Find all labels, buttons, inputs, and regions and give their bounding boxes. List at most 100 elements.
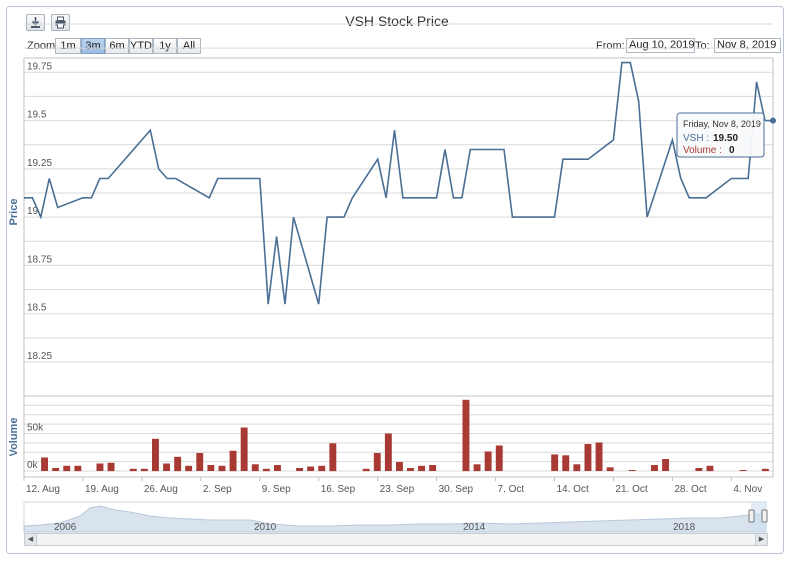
volume-tick-label: 0k <box>27 460 39 471</box>
volume-bar <box>307 466 315 471</box>
volume-bar <box>185 465 193 472</box>
price-tick-label: 19 <box>27 206 39 217</box>
volume-bar <box>606 467 614 472</box>
price-tick-label: 18.5 <box>27 303 47 314</box>
volume-bar <box>296 468 303 471</box>
x-tick-label: 14. Oct <box>556 484 588 495</box>
x-tick-label: 12. Aug <box>26 484 60 495</box>
zoom-6m-button[interactable]: 6m <box>105 38 129 54</box>
volume-bar <box>274 465 281 471</box>
volume-bar <box>207 465 215 471</box>
chart-container <box>6 6 784 554</box>
volume-bar <box>96 463 104 471</box>
x-tick-label: 26. Aug <box>144 484 178 495</box>
tooltip-volume-value: 0 <box>729 145 735 156</box>
volume-bar <box>662 459 669 471</box>
price-tick-label: 18.75 <box>27 254 52 265</box>
volume-bar <box>163 463 170 471</box>
tooltip-volume-label: Volume : <box>683 145 722 156</box>
last-price-marker[interactable] <box>770 117 776 124</box>
volume-bar <box>628 470 636 471</box>
navigator-year-label: 2014 <box>463 522 486 533</box>
volume-bar <box>152 438 159 472</box>
volume-bar <box>218 465 226 472</box>
navigator-year-label: 2010 <box>254 522 277 533</box>
navigator-year-label: 2018 <box>673 522 696 533</box>
navigator-series <box>23 505 767 533</box>
volume-bar <box>595 442 603 471</box>
navigator-scrollbar[interactable]: ◀ ||| ▶ <box>24 533 768 546</box>
x-tick-label: 9. Sep <box>262 484 291 495</box>
volume-bar <box>41 457 48 471</box>
volume-bar <box>362 468 370 472</box>
volume-bars <box>41 399 769 472</box>
volume-bar <box>706 465 714 472</box>
price-tick-label: 19.25 <box>27 158 52 169</box>
price-tick-label: 19.75 <box>27 61 52 72</box>
navigator-right-handle[interactable] <box>761 509 768 523</box>
navigator-selected-range <box>751 502 766 532</box>
volume-grid <box>24 395 773 472</box>
tooltip-series-value: 19.50 <box>713 133 738 144</box>
volume-bar <box>229 450 237 472</box>
volume-bar <box>473 464 481 472</box>
price-tick-label: 19.5 <box>27 110 47 121</box>
volume-bar <box>695 468 703 471</box>
volume-bar <box>140 468 148 472</box>
navigator-left-handle[interactable] <box>748 509 755 523</box>
volume-bar <box>573 464 581 472</box>
volume-bar <box>74 465 82 472</box>
zoom-1m-button[interactable]: 1m <box>55 38 81 54</box>
volume-bar <box>584 444 592 471</box>
volume-bar <box>129 468 137 472</box>
zoom-ytd-button[interactable]: YTD <box>129 38 153 54</box>
volume-bar <box>407 468 414 471</box>
volume-bar <box>63 465 71 472</box>
volume-bar <box>651 465 658 471</box>
zoom-all-button[interactable]: All <box>177 38 201 54</box>
volume-bar <box>329 443 337 472</box>
x-tick-label: 7. Oct <box>498 484 525 495</box>
print-button[interactable] <box>51 14 70 31</box>
volume-bar <box>396 462 403 471</box>
x-tick-label: 4. Nov <box>733 484 762 495</box>
volume-bar <box>551 454 559 471</box>
volume-bar <box>739 470 747 471</box>
volume-bar <box>761 468 769 472</box>
scroll-right-arrow-icon[interactable]: ▶ <box>755 534 767 545</box>
tooltip: Friday, Nov 8, 2019 VSH : 19.50 Volume :… <box>676 112 765 158</box>
x-tick-label: 28. Oct <box>674 484 706 495</box>
x-tick-label: 16. Sep <box>321 484 356 495</box>
tooltip-date: Friday, Nov 8, 2019 <box>683 119 761 129</box>
download-button[interactable] <box>26 14 45 31</box>
tooltip-box <box>676 112 765 158</box>
navigator-year-label: 2006 <box>54 522 77 533</box>
zoom-1y-button[interactable]: 1y <box>153 38 177 54</box>
volume-bar <box>174 456 182 472</box>
volume-bar <box>318 465 326 472</box>
volume-bar <box>484 451 492 471</box>
x-axis-labels: 12. Aug 19. Aug 26. Aug 2. Sep 9. Sep 16. Sep… <box>23 477 762 495</box>
volume-bar <box>384 433 392 471</box>
price-grid <box>24 23 773 363</box>
to-label: To: <box>695 40 710 52</box>
volume-bar <box>495 445 503 471</box>
chart-title: VSH Stock Price <box>345 13 449 29</box>
volume-tick-label: 50k <box>27 423 44 434</box>
volume-bar <box>562 455 570 472</box>
scroll-left-arrow-icon[interactable]: ◀ <box>25 534 37 545</box>
volume-bar <box>52 468 60 471</box>
tooltip-series-label: VSH : <box>683 133 709 144</box>
volume-bar <box>251 464 259 472</box>
volume-axis-labels: 0k 50k <box>27 423 44 472</box>
zoom-3m-button[interactable]: 3m <box>81 38 105 54</box>
volume-bar <box>107 462 115 472</box>
x-tick-label: 30. Sep <box>439 484 474 495</box>
price-line <box>24 61 766 305</box>
volume-axis-title: Volume <box>8 418 20 457</box>
volume-bar <box>418 465 425 472</box>
x-tick-label: 23. Sep <box>380 484 415 495</box>
navigator[interactable]: 2006 2010 2014 2018 <box>23 501 768 533</box>
volume-bar <box>196 453 204 471</box>
price-axis-labels: 18.25 18.5 18.75 19 19.25 19.5 19.75 <box>27 61 52 362</box>
